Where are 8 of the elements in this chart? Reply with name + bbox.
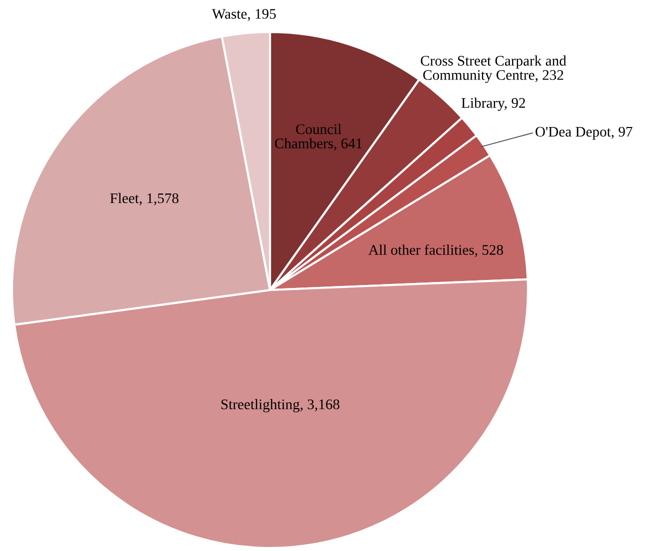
slice-label: Fleet, 1,578 (110, 192, 178, 206)
slice-label: O'Dea Depot, 97 (536, 126, 632, 140)
slice-label: All other facilities, 528 (368, 244, 504, 257)
slice-label: Waste, 195 (212, 9, 276, 21)
slice-label: Library, 92 (462, 98, 525, 111)
slice-label: Council Chambers, 641 (274, 124, 362, 150)
slice-label: Cross Street Carpark and Community Centre, 232 (420, 55, 566, 83)
slice-label: Streetlighting, 3,168 (221, 399, 340, 412)
